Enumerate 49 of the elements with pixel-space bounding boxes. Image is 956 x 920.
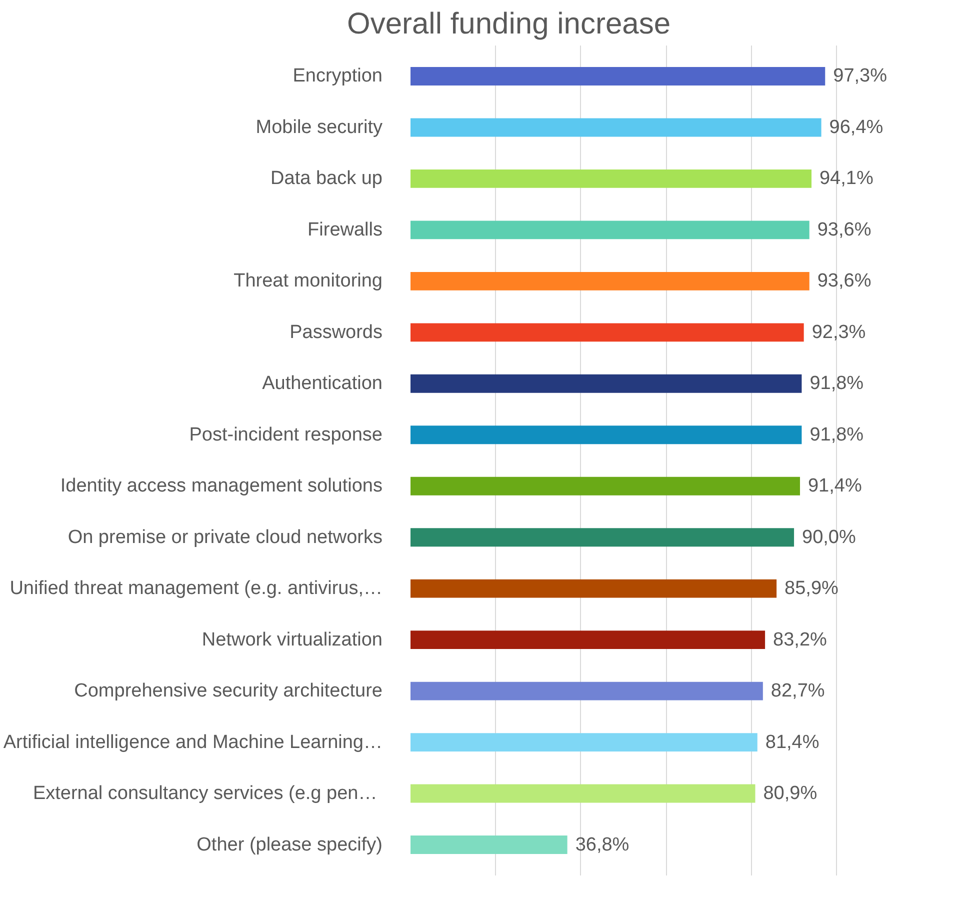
bar bbox=[410, 169, 812, 188]
data-label: 91,4% bbox=[808, 476, 862, 497]
bar bbox=[410, 579, 777, 598]
bar bbox=[410, 528, 794, 547]
data-label: 94,1% bbox=[820, 168, 874, 190]
bar bbox=[410, 272, 810, 290]
data-label: 96,4% bbox=[829, 116, 884, 138]
bar bbox=[410, 118, 822, 137]
bar bbox=[410, 836, 568, 854]
data-label: 92,3% bbox=[812, 322, 866, 343]
data-label: 36,8% bbox=[575, 834, 630, 856]
data-label: 82,7% bbox=[770, 680, 825, 702]
data-label: 90,0% bbox=[802, 526, 856, 548]
y-tick-label: Threat monitoring bbox=[234, 270, 383, 292]
data-label: 91,8% bbox=[810, 424, 864, 446]
y-tick-label: Network virtualization bbox=[202, 629, 383, 650]
bar bbox=[410, 426, 802, 444]
bar bbox=[410, 323, 804, 342]
y-tick-label: Other (please specify) bbox=[196, 834, 383, 856]
data-label: 93,6% bbox=[817, 270, 872, 292]
bar bbox=[410, 67, 826, 86]
bar bbox=[410, 733, 758, 752]
y-tick-label: Mobile security bbox=[256, 116, 383, 138]
data-label: 83,2% bbox=[773, 629, 828, 650]
y-tick-label: Encryption bbox=[292, 66, 383, 87]
data-label: 85,9% bbox=[784, 578, 839, 600]
y-tick-label: External consultancy services (e.g pen… bbox=[32, 783, 378, 804]
data-label: 80,9% bbox=[763, 783, 818, 804]
bar bbox=[410, 784, 756, 803]
data-label: 97,3% bbox=[833, 66, 888, 87]
bar bbox=[410, 682, 763, 700]
y-tick-label: Passwords bbox=[290, 322, 382, 343]
y-tick-label: Artificial intelligence and Machine Learning… bbox=[3, 732, 382, 753]
y-tick-label: Data back up bbox=[270, 168, 383, 190]
y-tick-label: Unified threat management (e.g. antivirus,… bbox=[10, 578, 383, 600]
bar bbox=[410, 220, 810, 240]
data-label: 93,6% bbox=[817, 219, 872, 240]
data-label: 81,4% bbox=[765, 732, 820, 753]
bar bbox=[410, 476, 800, 496]
y-tick-label: Identity access management solutions bbox=[60, 476, 383, 497]
y-tick-label: Firewalls bbox=[308, 219, 382, 240]
y-tick-label: On premise or private cloud networks bbox=[68, 526, 382, 548]
data-label: 91,8% bbox=[810, 373, 864, 394]
y-tick-label: Post-incident response bbox=[189, 424, 383, 446]
bar bbox=[410, 374, 802, 393]
y-tick-label: Authentication bbox=[262, 373, 382, 394]
bar bbox=[410, 630, 766, 650]
chart-title: Overall funding increase bbox=[346, 8, 671, 40]
y-tick-label: Comprehensive security architecture bbox=[74, 680, 383, 702]
